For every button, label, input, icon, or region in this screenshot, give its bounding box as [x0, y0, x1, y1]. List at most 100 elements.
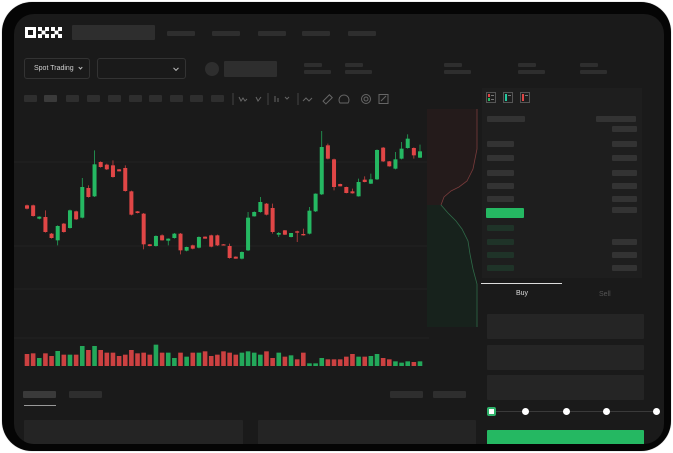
stat-value — [444, 70, 471, 74]
chart-type-icon[interactable] — [274, 96, 290, 102]
indicator-icon[interactable] — [255, 96, 262, 102]
total-input[interactable] — [487, 375, 644, 400]
fullscreen-icon[interactable] — [378, 94, 389, 104]
volume-bar — [61, 354, 67, 366]
bottom-filter[interactable] — [433, 391, 466, 398]
tab-buy[interactable]: Buy — [516, 290, 529, 297]
timeframe-button[interactable] — [66, 95, 79, 102]
volume-bar — [135, 353, 140, 366]
order-size — [612, 126, 637, 132]
slider-step-50[interactable] — [563, 408, 570, 415]
nav-item[interactable] — [167, 31, 195, 36]
volume-bar — [337, 359, 343, 366]
search-box[interactable] — [72, 25, 155, 40]
slider-handle[interactable] — [487, 407, 496, 416]
volume-bar — [49, 356, 54, 366]
candle — [246, 217, 251, 251]
volume-bar — [79, 346, 85, 366]
candlestick-chart[interactable] — [14, 109, 429, 389]
volume-bar — [417, 361, 423, 366]
volume-bar — [233, 354, 239, 366]
volume-bar — [405, 361, 411, 366]
slider-step-25[interactable] — [522, 408, 529, 415]
buy-button[interactable] — [487, 430, 644, 444]
candle — [307, 210, 312, 234]
candle — [184, 247, 189, 251]
volume-bar — [282, 356, 288, 366]
timeframe-button[interactable] — [149, 95, 162, 102]
order-book-header — [596, 116, 636, 122]
candle — [233, 256, 238, 259]
book-sell-icon[interactable] — [520, 92, 530, 103]
percent-slider[interactable] — [491, 411, 659, 412]
ask-price — [487, 196, 514, 202]
candle — [190, 245, 195, 249]
nav-item[interactable] — [348, 31, 376, 36]
order-size — [612, 170, 637, 176]
volume-bar — [344, 356, 349, 366]
order-size — [612, 207, 637, 213]
measure-icon[interactable] — [338, 94, 350, 104]
tab-sell[interactable]: Sell — [599, 291, 611, 298]
okx-logo — [25, 27, 62, 38]
timeframe-button[interactable] — [211, 95, 224, 102]
bottom-tab-history[interactable] — [69, 391, 102, 398]
market-type-dropdown[interactable]: Spot Trading — [24, 58, 90, 79]
last-price — [486, 208, 524, 218]
order-size — [612, 265, 637, 271]
bottom-tab-underline — [24, 405, 56, 406]
nav-item[interactable] — [258, 31, 286, 36]
volume-bar — [325, 359, 331, 366]
bid-price — [487, 252, 514, 258]
candle — [172, 233, 177, 238]
order-size — [612, 155, 637, 161]
slider-step-100[interactable] — [653, 408, 660, 415]
candle — [123, 168, 128, 191]
coin-icon — [205, 62, 219, 76]
timeframe-button[interactable] — [24, 95, 37, 102]
candle — [411, 148, 416, 156]
volume-bar — [288, 355, 294, 366]
volume-bar — [215, 354, 220, 366]
timeframe-button[interactable] — [170, 95, 183, 102]
volume-bar — [55, 351, 61, 366]
timeframe-button[interactable] — [108, 95, 121, 102]
pair-dropdown[interactable] — [97, 58, 186, 79]
candle — [252, 212, 257, 217]
volume-bar — [393, 361, 398, 366]
candle — [387, 161, 392, 167]
nav-item[interactable] — [302, 31, 330, 36]
timeframe-button[interactable] — [129, 95, 142, 102]
candle — [368, 179, 373, 184]
candle — [135, 211, 140, 213]
candle-type-icon[interactable] — [238, 96, 248, 102]
chevron-down-icon — [78, 65, 83, 70]
bottom-filter[interactable] — [390, 391, 423, 398]
book-both-icon[interactable] — [486, 92, 496, 103]
candle — [166, 238, 171, 241]
bottom-tab-orders[interactable] — [23, 391, 56, 398]
volume-bar — [270, 358, 275, 366]
timeframe-button[interactable] — [87, 95, 100, 102]
book-buy-icon[interactable] — [503, 92, 513, 103]
candle — [332, 159, 337, 187]
volume-bar — [24, 354, 30, 366]
bottom-card — [24, 420, 243, 444]
amount-input[interactable] — [487, 345, 644, 370]
bottom-card — [258, 420, 476, 444]
volume-bar — [374, 354, 380, 366]
order-book-header — [487, 116, 525, 122]
nav-item[interactable] — [212, 31, 240, 36]
chart-toolbar-icons — [232, 93, 389, 105]
timeframe-button[interactable] — [44, 95, 57, 102]
order-book-view-icons — [486, 92, 530, 103]
target-icon[interactable] — [361, 94, 371, 104]
candle — [117, 169, 122, 172]
price-input[interactable] — [487, 314, 644, 339]
stat-label — [518, 63, 536, 67]
timeframe-button[interactable] — [190, 95, 203, 102]
slider-step-75[interactable] — [603, 408, 610, 415]
ruler-icon[interactable] — [322, 94, 333, 105]
volume-bar — [307, 363, 312, 366]
line-icon[interactable] — [302, 97, 313, 102]
